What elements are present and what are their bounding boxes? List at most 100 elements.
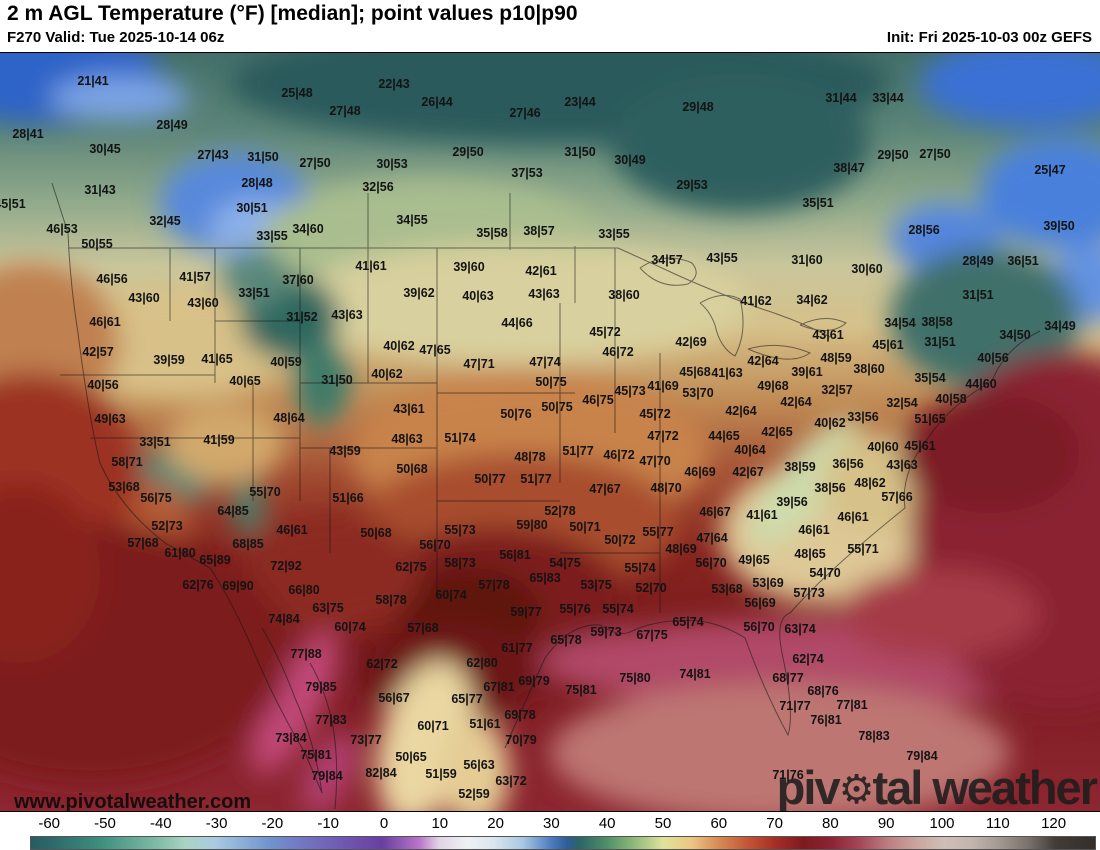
point-value: 31|60: [791, 253, 823, 267]
point-value: 31|50: [321, 373, 353, 387]
point-value: 33|55: [256, 229, 288, 243]
point-value: 48|69: [665, 542, 697, 556]
point-value: 56|70: [419, 538, 451, 552]
colorbar-tick: 100: [929, 815, 955, 832]
point-value: 55|71: [847, 542, 879, 556]
point-value: 45|51: [0, 197, 26, 211]
point-value: 63|74: [784, 622, 816, 636]
point-value: 67|81: [483, 680, 515, 694]
point-value: 65|89: [199, 553, 231, 567]
point-value: 51|77: [562, 444, 594, 458]
point-value: 69|79: [518, 674, 550, 688]
point-value: 51|65: [914, 412, 946, 426]
point-value: 52|70: [635, 581, 667, 595]
point-value: 62|75: [395, 560, 427, 574]
point-value: 46|53: [46, 222, 78, 236]
point-value: 65|74: [672, 615, 704, 629]
colorbar-tick: 0: [379, 815, 389, 832]
point-value: 75|81: [565, 683, 597, 697]
point-value: 31|44: [825, 91, 857, 105]
point-value: 82|84: [365, 766, 397, 780]
point-value: 46|67: [699, 505, 731, 519]
point-value: 54|70: [809, 566, 841, 580]
point-value: 40|65: [229, 374, 261, 388]
colorbar-tick: 60: [710, 815, 728, 832]
point-value: 27|48: [329, 104, 361, 118]
point-value: 29|50: [877, 148, 909, 162]
point-value: 43|63: [886, 458, 918, 472]
colorbar-tick: 20: [487, 815, 504, 832]
point-value: 38|59: [784, 460, 816, 474]
point-value: 42|64: [747, 354, 779, 368]
point-value: 47|64: [696, 531, 728, 545]
point-value: 45|72: [589, 325, 621, 339]
point-value: 48|70: [650, 481, 682, 495]
point-value: 61|80: [164, 546, 196, 560]
brand-watermark: piv⚙tal weather: [776, 761, 1098, 812]
colorbar-tick: -60: [38, 815, 61, 832]
point-value: 66|80: [288, 583, 320, 597]
colorbar-tick: -40: [149, 815, 172, 832]
point-value: 53|75: [580, 578, 612, 592]
point-value: 27|46: [509, 106, 541, 120]
point-value: 30|60: [851, 262, 883, 276]
point-value: 68|76: [807, 684, 839, 698]
point-value: 36|51: [1007, 254, 1039, 268]
point-value: 39|62: [403, 286, 435, 300]
point-value: 41|69: [647, 379, 679, 393]
temperature-colorbar: [30, 836, 1096, 850]
point-value: 63|72: [495, 774, 527, 788]
point-value: 60|74: [334, 620, 366, 634]
point-value: 41|61: [746, 508, 778, 522]
point-value: 25|47: [1034, 163, 1066, 177]
point-value: 69|90: [222, 579, 254, 593]
point-value: 40|58: [935, 392, 967, 406]
point-value: 79|84: [906, 749, 938, 763]
point-value: 62|72: [366, 657, 398, 671]
point-value: 77|81: [836, 698, 868, 712]
point-value: 71|76: [772, 768, 804, 782]
point-value: 29|53: [676, 178, 708, 192]
point-value: 39|56: [776, 495, 808, 509]
point-value: 26|44: [421, 95, 453, 109]
point-value: 46|61: [89, 315, 121, 329]
point-value: 45|68: [679, 365, 711, 379]
point-value: 21|41: [77, 74, 109, 88]
point-value: 57|66: [881, 490, 913, 504]
point-value: 46|56: [96, 272, 128, 286]
point-value: 43|60: [128, 291, 160, 305]
colorbar-tick: -30: [205, 815, 228, 832]
point-value: 32|54: [886, 396, 918, 410]
gear-icon: ⚙: [838, 768, 875, 812]
point-value: 70|79: [505, 733, 537, 747]
point-value: 52|59: [458, 787, 490, 801]
point-value: 35|51: [802, 196, 834, 210]
point-value: 31|50: [564, 145, 596, 159]
point-value: 42|64: [780, 395, 812, 409]
point-value: 30|53: [376, 157, 408, 171]
point-value: 30|45: [89, 142, 121, 156]
point-value: 41|65: [201, 352, 233, 366]
point-value: 38|56: [814, 481, 846, 495]
point-value: 47|72: [647, 429, 679, 443]
point-value: 46|72: [603, 448, 635, 462]
point-value: 23|44: [564, 95, 596, 109]
point-value: 42|67: [732, 465, 764, 479]
point-value: 47|70: [639, 454, 671, 468]
point-value: 44|65: [708, 429, 740, 443]
point-value: 37|60: [282, 273, 314, 287]
point-value: 65|83: [529, 571, 561, 585]
point-value: 31|43: [84, 183, 116, 197]
point-value: 27|50: [299, 156, 331, 170]
point-value: 42|57: [82, 345, 114, 359]
point-value: 39|50: [1043, 219, 1075, 233]
point-value: 49|63: [94, 412, 126, 426]
point-value: 40|63: [462, 289, 494, 303]
point-value: 50|71: [569, 520, 601, 534]
point-value: 34|60: [292, 222, 324, 236]
point-value: 49|65: [738, 553, 770, 567]
point-value: 30|51: [236, 201, 268, 215]
coastlines-borders: [51, 182, 1041, 810]
point-value: 47|71: [463, 357, 495, 371]
